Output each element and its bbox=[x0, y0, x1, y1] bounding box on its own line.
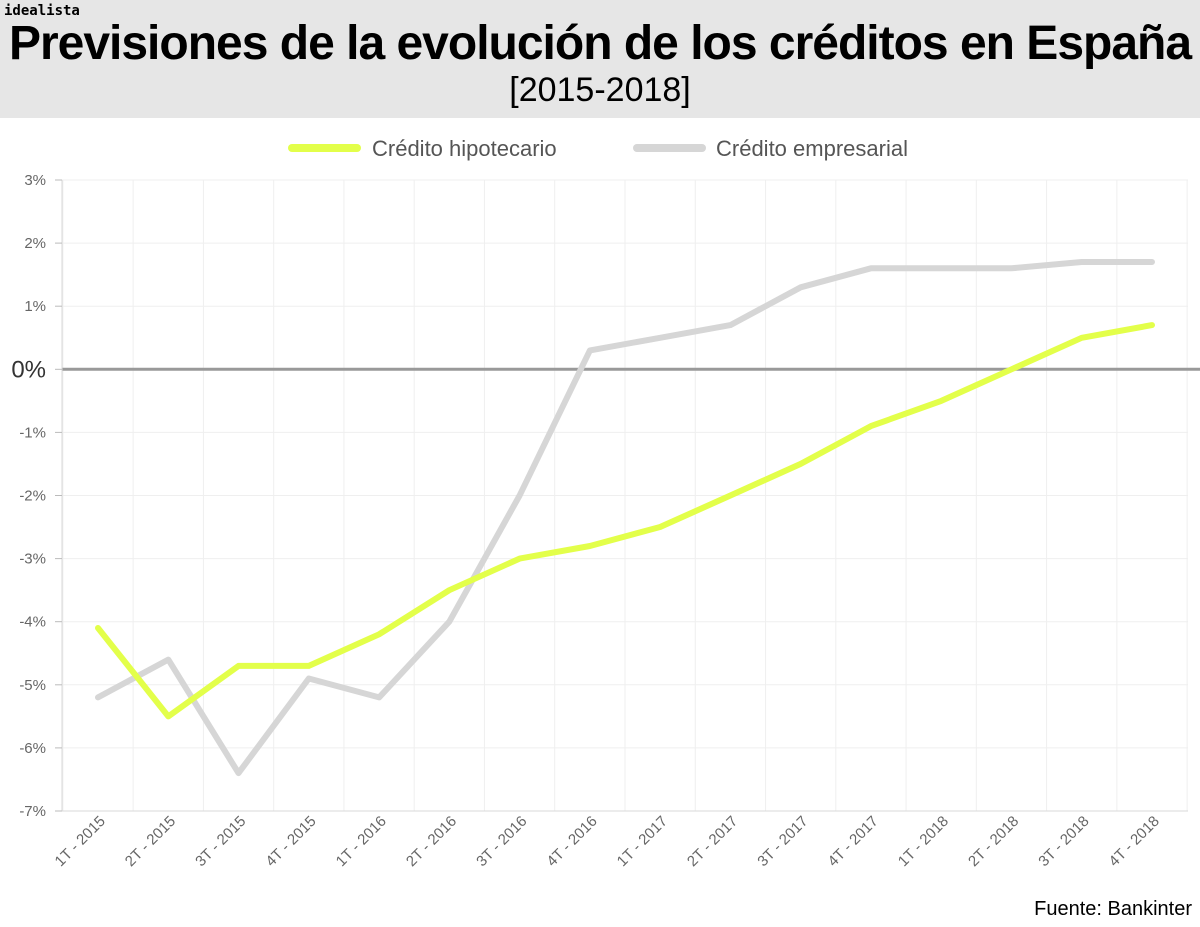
y-tick-label: -6% bbox=[19, 740, 46, 757]
source-note: Fuente: Bankinter bbox=[1034, 898, 1192, 920]
y-tick-label: 3% bbox=[24, 172, 46, 189]
x-tick-label: 4T - 2017 bbox=[825, 813, 882, 870]
x-tick-label: 2T - 2018 bbox=[965, 813, 1022, 870]
x-axis: 1T - 2015 2T - 2015 3T - 2015 4T - 2015 1T -… bbox=[52, 813, 1163, 870]
y-tick-label: -3% bbox=[19, 551, 46, 568]
legend: Crédito hipotecario Crédito empresarial bbox=[288, 136, 908, 161]
brand-logo: idealista bbox=[4, 3, 80, 19]
x-tick-label: 3T - 2015 bbox=[192, 813, 249, 870]
x-tick-label: 3T - 2017 bbox=[754, 813, 811, 870]
y-tick-label: -2% bbox=[19, 488, 46, 505]
series-line-empresarial bbox=[95, 259, 1155, 777]
chart-subtitle: [2015-2018] bbox=[509, 71, 691, 109]
series-line-hipotecario bbox=[95, 322, 1155, 720]
line-chart: Crédito hipotecario Crédito empresarial … bbox=[11, 136, 1200, 870]
x-tick-label: 3T - 2018 bbox=[1035, 813, 1092, 870]
x-tick-label: 4T - 2018 bbox=[1106, 813, 1163, 870]
grid bbox=[61, 179, 1200, 812]
x-tick-label: 2T - 2015 bbox=[122, 813, 179, 870]
y-tick-label: 0% bbox=[11, 356, 46, 383]
legend-label-empresarial: Crédito empresarial bbox=[716, 136, 908, 161]
chart-title: Previsiones de la evolución de los crédi… bbox=[8, 17, 1192, 70]
y-tick-label: 1% bbox=[24, 298, 46, 315]
series-lines bbox=[95, 259, 1155, 777]
x-tick-label: 1T - 2018 bbox=[895, 813, 952, 870]
header-band: idealista Previsiones de la evolución de… bbox=[0, 0, 1200, 118]
y-tick-label: -5% bbox=[19, 677, 46, 694]
y-tick-label: -7% bbox=[19, 803, 46, 820]
x-tick-label: 3T - 2016 bbox=[473, 813, 530, 870]
y-tick-label: -4% bbox=[19, 614, 46, 631]
x-tick-label: 1T - 2017 bbox=[614, 813, 671, 870]
y-tick-label: 2% bbox=[24, 235, 46, 252]
legend-label-hipotecario: Crédito hipotecario bbox=[372, 136, 557, 161]
x-tick-label: 2T - 2017 bbox=[684, 813, 741, 870]
x-tick-label: 1T - 2015 bbox=[52, 813, 109, 870]
x-tick-label: 2T - 2016 bbox=[403, 813, 460, 870]
x-tick-label: 4T - 2015 bbox=[262, 813, 319, 870]
x-tick-label: 4T - 2016 bbox=[543, 813, 600, 870]
y-tick-label: -1% bbox=[19, 424, 46, 441]
x-tick-label: 1T - 2016 bbox=[333, 813, 390, 870]
y-axis: 3% 2% 1% 0% -1% -2% -3% -4% -5% -6% -7% bbox=[11, 172, 62, 820]
